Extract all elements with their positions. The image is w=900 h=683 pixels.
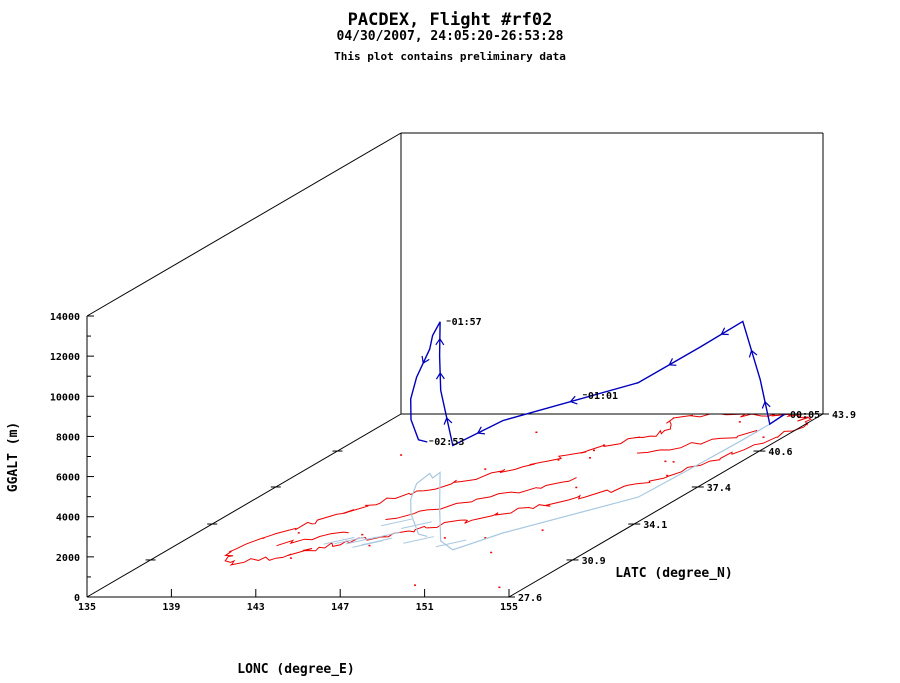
time-label: 01:57 bbox=[452, 317, 482, 328]
coastline-map bbox=[223, 413, 812, 589]
y-tick-label: 30.9 bbox=[582, 556, 606, 567]
axis-box-edge bbox=[86, 413, 402, 598]
axis-box bbox=[86, 132, 824, 598]
x-axis-ticks: 135 139 143 147 151 155 bbox=[78, 589, 518, 613]
z-tick-label: 14000 bbox=[50, 312, 80, 323]
island-dot bbox=[490, 551, 493, 554]
island-dot bbox=[738, 421, 741, 423]
track-direction-arrow bbox=[435, 337, 445, 346]
flight-track bbox=[409, 320, 786, 447]
track-direction-arrow bbox=[668, 358, 677, 366]
island-dot bbox=[289, 557, 292, 559]
island-dot bbox=[541, 529, 544, 531]
preliminary-note: This plot contains preliminary data bbox=[334, 50, 566, 63]
island-dot bbox=[557, 459, 560, 461]
island-dot bbox=[400, 454, 403, 456]
track-direction-arrow bbox=[476, 426, 485, 435]
track-shadow-stroke bbox=[352, 540, 384, 548]
coastline-fragment bbox=[276, 531, 349, 547]
island-dot bbox=[666, 474, 669, 477]
coastline-fragment bbox=[637, 429, 758, 454]
track-direction-arrow bbox=[761, 400, 771, 409]
time-label: 01:01 bbox=[588, 391, 618, 402]
island-dot bbox=[672, 461, 675, 463]
time-label: 00:05 bbox=[790, 410, 820, 421]
y-tick-label: 37.4 bbox=[707, 483, 731, 494]
x-tick-label: 139 bbox=[162, 602, 180, 613]
island-dot bbox=[297, 532, 300, 534]
track-shadow-stroke bbox=[323, 536, 355, 545]
x-tick-label: 151 bbox=[416, 602, 434, 613]
z-tick-label: 8000 bbox=[56, 432, 80, 443]
island-dot bbox=[484, 468, 487, 470]
track-ground-shadow bbox=[323, 413, 786, 551]
z-tick-label: 10000 bbox=[50, 392, 80, 403]
island-dot bbox=[498, 586, 501, 589]
track-shadow-stroke bbox=[345, 536, 377, 545]
track-direction-arrow bbox=[421, 355, 430, 365]
island-dot bbox=[368, 544, 371, 547]
island-dot bbox=[361, 533, 364, 536]
island-dot bbox=[664, 460, 667, 463]
y-tick-label: 27.6 bbox=[518, 593, 542, 604]
track-shadow-stroke bbox=[403, 536, 434, 544]
island-dot bbox=[593, 449, 596, 452]
z-tick-label: 12000 bbox=[50, 352, 80, 363]
island-dot bbox=[575, 486, 578, 489]
island-dot bbox=[484, 537, 487, 539]
z-tick-label: 2000 bbox=[56, 553, 80, 564]
time-label: 02:53 bbox=[434, 437, 464, 448]
chart-title: PACDEX, Flight #rf02 bbox=[348, 10, 553, 30]
track-direction-arrow bbox=[435, 371, 445, 380]
y-axis-ticks: 27.6 30.9 34.1 37.4 40.6 43.9 bbox=[145, 410, 856, 604]
island-dot bbox=[762, 436, 765, 438]
x-tick-label: 155 bbox=[500, 602, 518, 613]
z-tick-label: 0 bbox=[74, 593, 80, 604]
y-axis-label: LATC (degree_N) bbox=[615, 566, 732, 581]
track-direction-arrow bbox=[748, 349, 758, 358]
y-tick-label: 34.1 bbox=[643, 520, 667, 531]
track-direction-arrow bbox=[720, 327, 729, 336]
island-dot bbox=[443, 537, 446, 539]
track-shadow-stroke bbox=[381, 518, 412, 527]
y-tick-label: 40.6 bbox=[768, 447, 792, 458]
island-dot bbox=[535, 431, 538, 434]
track-shadow-stroke bbox=[334, 536, 365, 545]
x-tick-label: 143 bbox=[247, 602, 265, 613]
time-labels: 00:05 01:01 01:57 02:53 bbox=[429, 317, 820, 448]
x-axis-label: LONC (degree_E) bbox=[237, 662, 354, 677]
z-axis-label: GGALT (m) bbox=[6, 422, 21, 492]
x-tick-label: 135 bbox=[78, 602, 96, 613]
island-dot bbox=[588, 457, 591, 459]
track-shadow-stroke bbox=[401, 521, 432, 529]
y-tick-label: 43.9 bbox=[832, 410, 856, 421]
track-shadow-line bbox=[410, 413, 786, 551]
track-shadow-stroke bbox=[435, 539, 467, 548]
z-tick-label: 6000 bbox=[56, 473, 80, 484]
island-dot bbox=[414, 584, 417, 586]
z-tick-label: 4000 bbox=[56, 513, 80, 524]
axis-box-edge bbox=[86, 132, 402, 317]
track-direction-arrow bbox=[443, 416, 453, 425]
z-axis-ticks: 0 2000 4000 6000 8000 10000 12000 14000 bbox=[50, 312, 94, 604]
chart-subtitle: 04/30/2007, 24:05:20-26:53:28 bbox=[337, 29, 564, 44]
x-tick-label: 147 bbox=[331, 602, 349, 613]
track-direction-arrow bbox=[569, 395, 578, 405]
coastline-fragment bbox=[385, 477, 577, 520]
axis-box-edge bbox=[508, 413, 824, 598]
track-line bbox=[409, 320, 786, 447]
